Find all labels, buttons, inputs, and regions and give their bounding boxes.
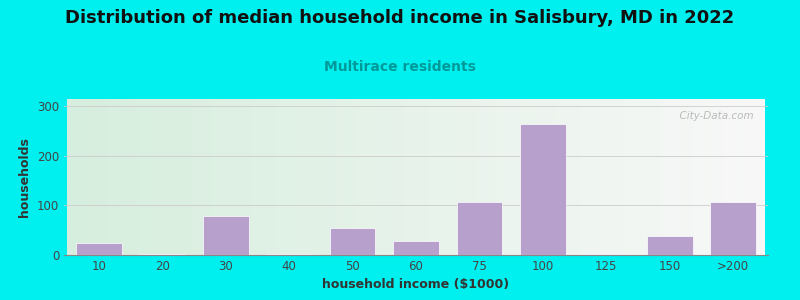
Bar <box>710 202 756 255</box>
Text: Distribution of median household income in Salisbury, MD in 2022: Distribution of median household income … <box>66 9 734 27</box>
Bar <box>520 124 566 255</box>
Bar <box>583 254 629 255</box>
Bar <box>393 241 439 255</box>
Bar <box>76 243 122 255</box>
Y-axis label: households: households <box>18 137 31 217</box>
Text: City-Data.com: City-Data.com <box>674 112 754 122</box>
X-axis label: household income ($1000): household income ($1000) <box>322 278 510 291</box>
Bar <box>330 228 375 255</box>
Text: Multirace residents: Multirace residents <box>324 60 476 74</box>
Bar <box>203 216 249 255</box>
Bar <box>647 236 693 255</box>
Bar <box>457 202 502 255</box>
Bar <box>139 254 185 255</box>
Bar <box>266 254 312 255</box>
